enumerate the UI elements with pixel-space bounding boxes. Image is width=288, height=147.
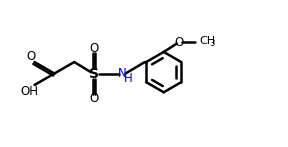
- Text: 3: 3: [210, 39, 215, 48]
- Text: OH: OH: [20, 85, 38, 98]
- Text: CH: CH: [200, 36, 216, 46]
- Text: O: O: [175, 36, 184, 49]
- Text: O: O: [26, 50, 36, 64]
- Text: O: O: [90, 92, 99, 105]
- Text: O: O: [90, 42, 99, 55]
- Text: N: N: [118, 67, 126, 80]
- Text: H: H: [124, 72, 133, 85]
- Text: S: S: [89, 66, 99, 81]
